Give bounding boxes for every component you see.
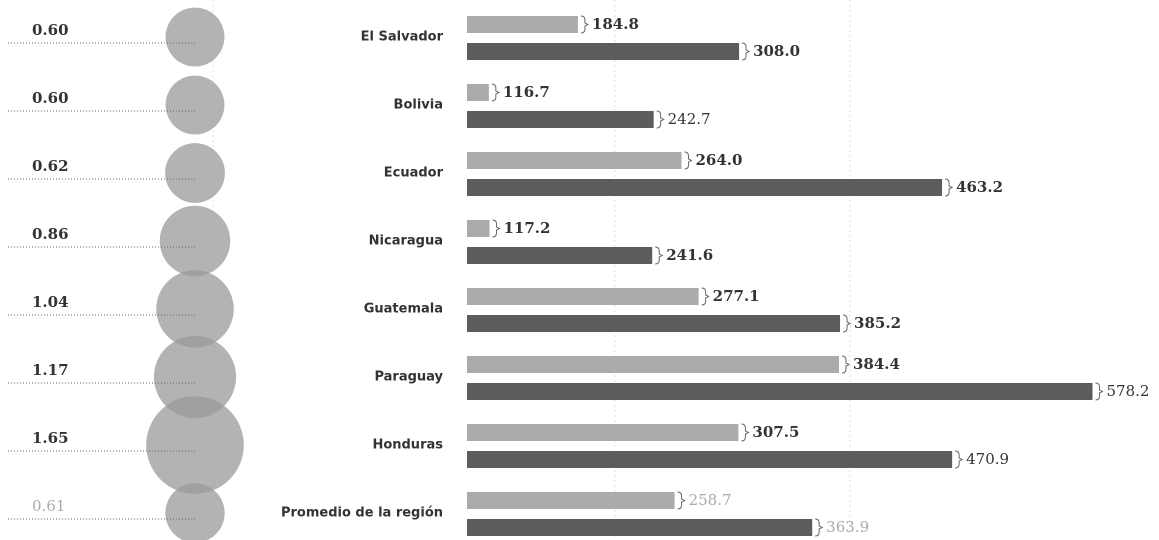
brace (580, 15, 590, 34)
bar (467, 451, 953, 468)
bar (467, 84, 489, 101)
bubble (156, 270, 234, 348)
bubble (153, 335, 237, 419)
bubble-label: 1.65 (32, 429, 69, 447)
value-label: 184.8 (592, 15, 639, 33)
bubble-label: 1.04 (32, 293, 69, 311)
value-label: 308.0 (753, 42, 800, 60)
bar (467, 152, 682, 169)
bubble-label: 0.62 (32, 157, 69, 175)
value-label: 117.2 (503, 219, 550, 237)
category-label: Bolivia (394, 98, 443, 113)
bubble-label: 0.60 (32, 21, 69, 39)
brace (945, 178, 954, 197)
bubble-label: 0.60 (32, 89, 69, 107)
value-label: 470.9 (966, 450, 1009, 468)
brace (741, 423, 750, 442)
brace (656, 110, 665, 129)
value-label: 277.1 (713, 287, 760, 305)
brace (655, 246, 664, 265)
category-label: Promedio de la región (281, 506, 443, 521)
brace (701, 287, 710, 306)
bubble-label: 1.17 (32, 361, 69, 379)
bubble (165, 75, 225, 135)
category-label: El Salvador (361, 30, 444, 45)
bubble-label: 0.61 (32, 497, 65, 515)
value-label: 384.4 (853, 355, 900, 373)
value-label: 116.7 (503, 83, 550, 101)
bar (467, 111, 654, 128)
bar (467, 288, 699, 305)
bar (467, 315, 841, 332)
brace (677, 491, 686, 510)
brace (843, 314, 852, 333)
bar (467, 43, 740, 60)
bubble (159, 205, 231, 277)
bar (467, 179, 943, 196)
value-label: 242.7 (668, 110, 711, 128)
bar (467, 383, 1093, 400)
bar (467, 220, 490, 237)
value-label: 307.5 (752, 423, 799, 441)
category-label: Paraguay (374, 370, 443, 385)
bar (467, 356, 839, 373)
brace (492, 219, 501, 238)
value-label: 463.2 (956, 178, 1003, 196)
bar (467, 16, 578, 33)
bubble (165, 143, 225, 203)
bar (467, 492, 675, 509)
value-label: 578.2 (1106, 382, 1149, 400)
category-label: Nicaragua (369, 234, 443, 249)
value-label: 385.2 (854, 314, 901, 332)
brace (841, 355, 851, 374)
category-label: Ecuador (384, 166, 444, 181)
bar (467, 247, 653, 264)
bubble (146, 396, 244, 494)
brace (684, 151, 693, 170)
bubble (165, 483, 225, 540)
value-label: 264.0 (696, 151, 743, 169)
bar (467, 519, 813, 536)
value-label: 258.7 (689, 491, 732, 509)
brace (491, 83, 500, 102)
category-label: Guatemala (364, 302, 443, 317)
bubble (165, 7, 225, 67)
value-label: 241.6 (666, 246, 713, 264)
brace (815, 518, 824, 537)
bar (467, 424, 739, 441)
category-label: Honduras (372, 438, 443, 453)
brace (955, 450, 964, 469)
brace (742, 42, 751, 61)
value-label: 363.9 (826, 518, 869, 536)
brace (1095, 382, 1104, 401)
bubble-label: 0.86 (32, 225, 69, 243)
